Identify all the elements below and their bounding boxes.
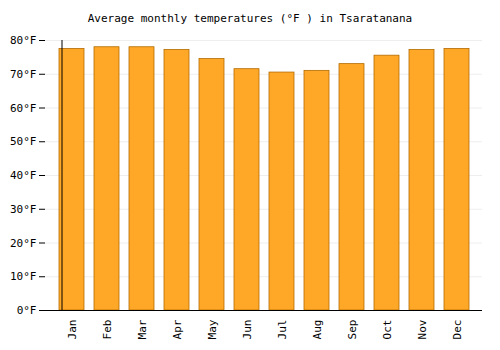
svg-text:Jul: Jul: [276, 320, 289, 340]
html-text:Average monthly temperatures (: Average monthly temperatures (°F ) in Ts…: [87, 12, 413, 25]
svg-text:Feb: Feb: [101, 320, 114, 340]
svg-text:0°F: 0°F: [17, 304, 37, 317]
svg-text:Jun: Jun: [241, 320, 254, 340]
svg-text:Dec: Dec: [451, 320, 464, 340]
svg-text:Jan: Jan: [66, 320, 79, 340]
svg-text:Aug: Aug: [311, 320, 324, 340]
svg-text:30°F: 30°F: [10, 203, 37, 216]
svg-text:20°F: 20°F: [10, 237, 37, 250]
svg-text:70°F: 70°F: [10, 68, 37, 81]
svg-text:40°F: 40°F: [10, 169, 37, 182]
svg-text:Oct: Oct: [381, 320, 394, 340]
svg-text:60°F: 60°F: [10, 102, 37, 115]
svg-text:Nov: Nov: [416, 319, 429, 339]
svg-text:Mar: Mar: [136, 319, 149, 339]
svg-text:50°F: 50°F: [10, 135, 37, 148]
svg-text:10°F: 10°F: [10, 270, 37, 283]
svg-text:Sep: Sep: [346, 320, 359, 340]
svg-text:May: May: [206, 319, 219, 339]
svg-text:80°F: 80°F: [10, 34, 37, 47]
svg-text:Apr: Apr: [171, 319, 184, 339]
